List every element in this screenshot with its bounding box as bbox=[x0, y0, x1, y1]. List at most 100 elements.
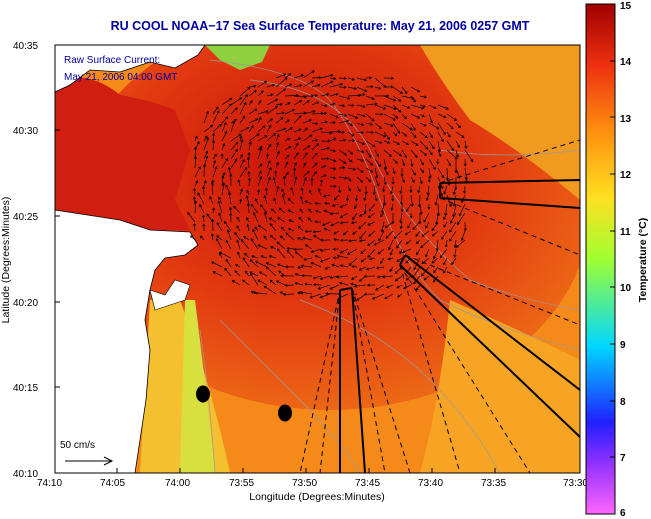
current-vector bbox=[224, 221, 232, 232]
current-vector bbox=[276, 241, 286, 250]
current-vector-head bbox=[414, 154, 418, 158]
current-vector bbox=[419, 113, 425, 118]
current-vector bbox=[266, 133, 276, 142]
current-vector-head bbox=[319, 127, 323, 131]
current-vector bbox=[315, 255, 322, 259]
current-vector-head bbox=[425, 225, 429, 229]
current-vector bbox=[236, 239, 241, 250]
current-vector bbox=[239, 94, 248, 106]
current-vector bbox=[401, 86, 408, 94]
current-vector-head bbox=[246, 126, 250, 130]
current-vector bbox=[365, 149, 372, 158]
current-vector bbox=[293, 115, 302, 124]
current-vector bbox=[356, 185, 361, 192]
current-vector-head bbox=[323, 227, 327, 231]
current-vector-head bbox=[244, 166, 248, 170]
current-vector-head bbox=[201, 185, 206, 189]
current-vector-head bbox=[358, 226, 362, 230]
current-vector bbox=[221, 172, 226, 178]
current-vector-head bbox=[449, 238, 452, 242]
current-vector bbox=[199, 204, 205, 214]
current-vector bbox=[302, 177, 307, 187]
current-vector bbox=[359, 230, 367, 239]
x-tick-label: 73:30 bbox=[563, 478, 588, 489]
current-vector-head bbox=[349, 159, 353, 163]
current-vector-head bbox=[367, 243, 371, 247]
current-vector-head bbox=[376, 275, 380, 279]
current-vector bbox=[320, 74, 333, 79]
current-vector bbox=[263, 235, 268, 241]
current-vector bbox=[383, 113, 396, 121]
current-vector-head bbox=[348, 188, 352, 192]
current-vector bbox=[405, 257, 412, 264]
current-vector-head bbox=[312, 230, 316, 234]
current-vector-head bbox=[225, 258, 229, 262]
current-vector-head bbox=[394, 278, 398, 282]
current-vector bbox=[257, 146, 263, 151]
current-vector bbox=[400, 185, 403, 194]
current-vector-head bbox=[448, 163, 452, 167]
current-vector bbox=[439, 248, 448, 259]
current-vector-head bbox=[326, 93, 330, 97]
current-vector-head bbox=[415, 241, 419, 245]
current-vector-head bbox=[307, 217, 311, 221]
current-vector bbox=[383, 167, 389, 175]
current-vector-head bbox=[269, 279, 273, 283]
current-vector-head bbox=[429, 152, 433, 156]
x-tick-label: 74:10 bbox=[37, 478, 62, 489]
current-vector bbox=[250, 203, 259, 214]
current-vector bbox=[239, 199, 242, 205]
current-vector-head bbox=[273, 197, 277, 201]
current-vector bbox=[389, 266, 394, 272]
current-vector bbox=[212, 140, 214, 151]
current-vector-head bbox=[211, 218, 215, 222]
current-vector-head bbox=[443, 191, 447, 195]
current-vector-head bbox=[382, 106, 387, 110]
current-vector bbox=[351, 293, 358, 295]
current-vector-head bbox=[360, 179, 363, 183]
current-vector bbox=[248, 141, 251, 151]
current-vector bbox=[275, 142, 279, 151]
current-vector bbox=[298, 216, 304, 223]
y-tick-label: 40:35 bbox=[13, 41, 38, 52]
current-vector bbox=[320, 147, 330, 151]
current-vector bbox=[203, 124, 213, 133]
current-vector-head bbox=[378, 238, 382, 242]
current-vector bbox=[277, 263, 286, 268]
current-vector-head bbox=[211, 261, 215, 265]
current-vector-head bbox=[433, 106, 437, 110]
current-vector bbox=[333, 230, 340, 235]
current-vector bbox=[257, 189, 260, 196]
current-vector-head bbox=[348, 178, 352, 182]
current-vector bbox=[318, 188, 322, 196]
current-vector-head bbox=[407, 105, 411, 109]
current-vector bbox=[347, 131, 355, 137]
current-vector bbox=[464, 176, 468, 184]
current-vector bbox=[203, 180, 207, 187]
current-vector bbox=[366, 266, 376, 270]
current-vector bbox=[329, 137, 336, 142]
current-vector-head bbox=[435, 222, 439, 226]
current-vector-head bbox=[453, 245, 457, 249]
current-vector-head bbox=[265, 266, 269, 270]
current-vector-head bbox=[224, 130, 228, 134]
current-vector bbox=[218, 196, 223, 205]
current-vector-head bbox=[314, 162, 318, 166]
current-vector bbox=[356, 113, 366, 117]
current-vector bbox=[237, 251, 241, 259]
current-vector-head bbox=[287, 102, 291, 106]
current-vector-head bbox=[427, 179, 431, 183]
current-vector-head bbox=[282, 292, 286, 297]
current-vector-head bbox=[346, 119, 350, 123]
current-vector-head bbox=[294, 176, 298, 180]
current-vector-head bbox=[229, 212, 233, 216]
current-vector-head bbox=[331, 203, 335, 207]
current-vector-head bbox=[257, 189, 261, 193]
current-vector bbox=[187, 212, 196, 223]
current-vector bbox=[454, 239, 457, 248]
current-vector-head bbox=[222, 172, 226, 176]
current-vector bbox=[319, 293, 331, 298]
current-vector-head bbox=[384, 166, 388, 170]
current-vector bbox=[437, 104, 449, 110]
current-vector-head bbox=[410, 163, 414, 167]
